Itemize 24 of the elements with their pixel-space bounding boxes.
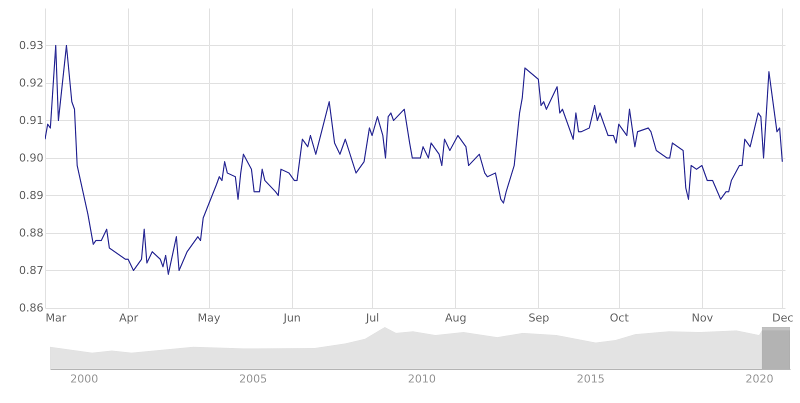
y-tick-label: 0.92 — [19, 76, 44, 90]
x-tick-label: Dec — [772, 312, 794, 324]
x-tick-label: Aug — [444, 312, 466, 324]
y-tick-label: 0.91 — [19, 114, 44, 127]
x-tick-label: Jun — [282, 312, 301, 324]
x-tick-label: Oct — [610, 312, 630, 324]
x-tick-label: 2020 — [746, 372, 774, 386]
y-tick-label: 0.88 — [19, 226, 44, 240]
x-tick-label: Apr — [119, 312, 139, 324]
x-tick-label: 2005 — [239, 372, 268, 386]
y-tick-label: 0.93 — [19, 39, 44, 52]
x-tick-label: Nov — [692, 312, 714, 324]
y-tick-label: 0.86 — [19, 302, 44, 314]
x-tick-label: 2010 — [408, 372, 436, 386]
line-series — [45, 44, 783, 275]
x-tick-label: 2000 — [70, 372, 98, 386]
x-tick-label: May — [198, 312, 221, 324]
x-tick-label: Sep — [528, 312, 550, 324]
y-tick-label: 0.90 — [19, 152, 44, 164]
x-tick-label: Jul — [364, 312, 380, 324]
x-tick-label: 2015 — [576, 372, 605, 386]
y-tick-label: 0.87 — [19, 264, 44, 277]
y-tick-label: 0.89 — [19, 189, 44, 202]
x-tick-label: Mar — [46, 312, 67, 324]
